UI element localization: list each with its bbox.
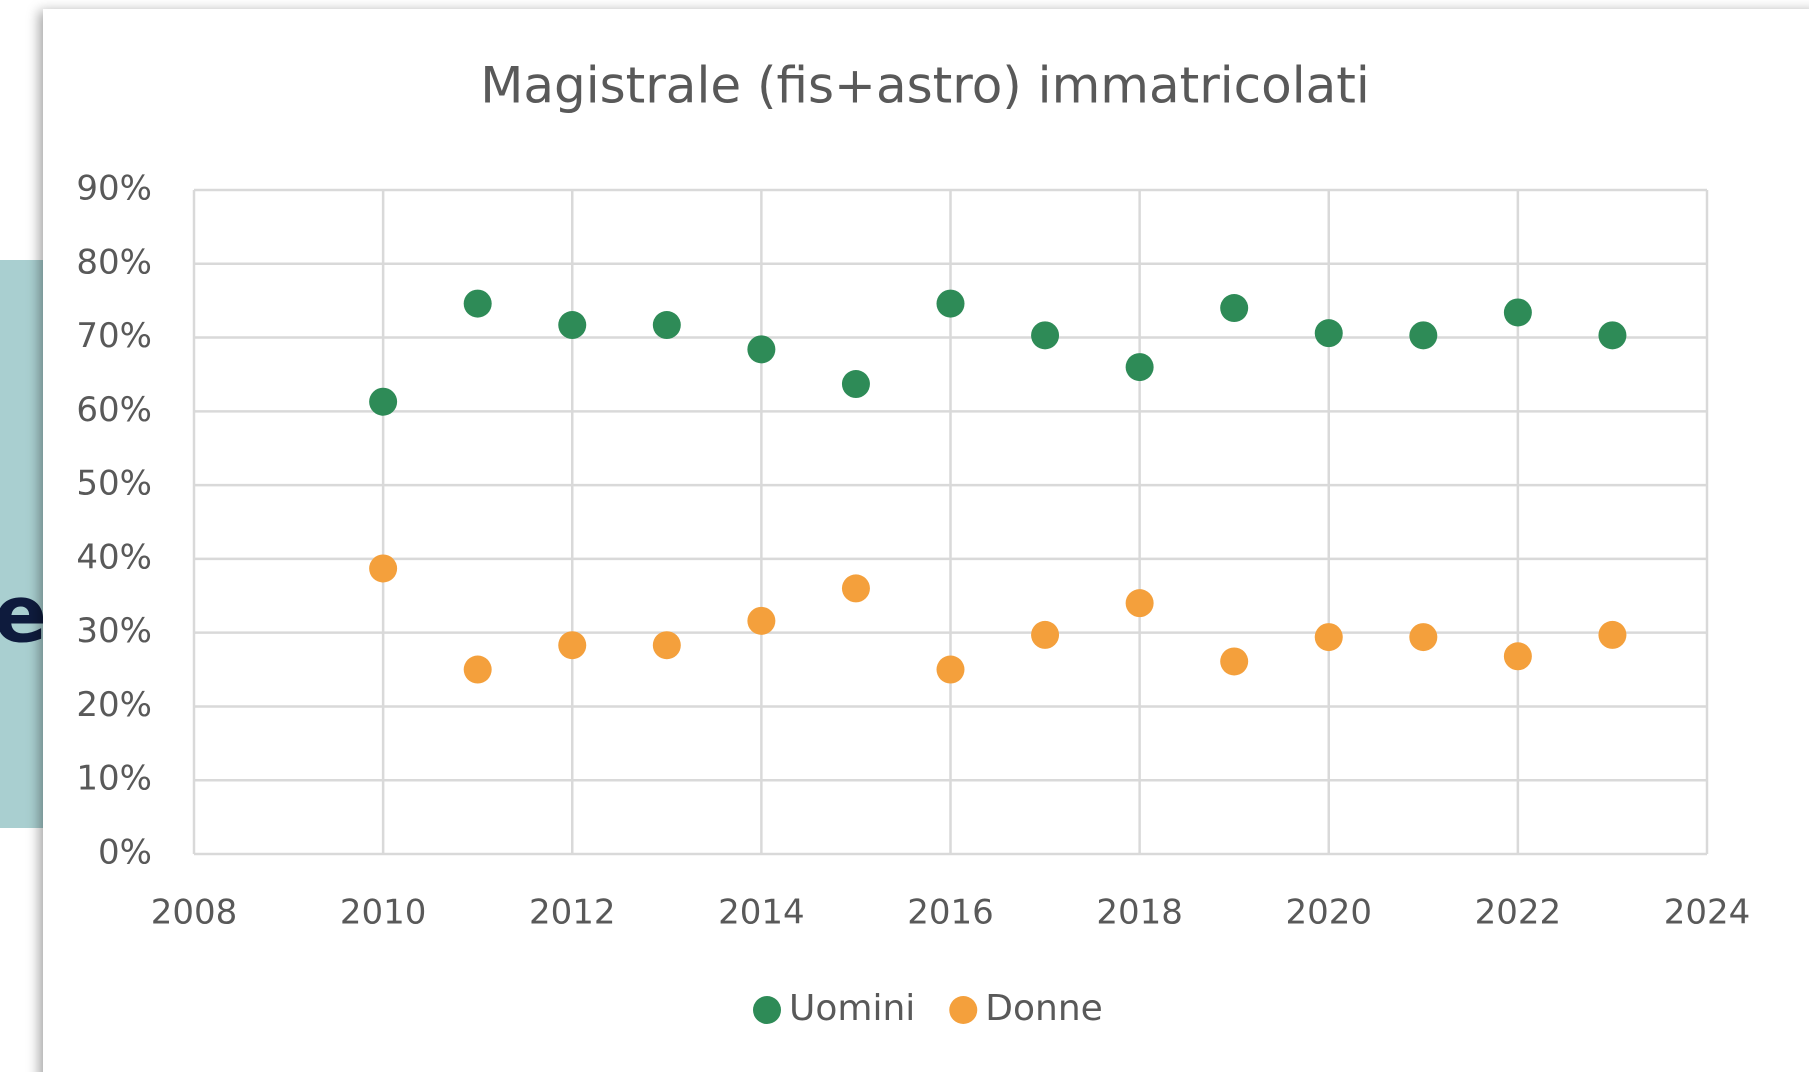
x-tick-label: 2024	[1664, 893, 1751, 933]
point	[463, 655, 492, 684]
y-tick-label: 60%	[76, 390, 152, 430]
y-tick-label: 80%	[76, 242, 152, 282]
point	[1503, 642, 1532, 671]
point	[1409, 623, 1438, 652]
point	[652, 631, 681, 660]
x-tick-label: 2020	[1285, 893, 1372, 933]
point	[1314, 319, 1343, 348]
background-text: e	[0, 570, 47, 660]
chart-card	[43, 9, 1809, 1072]
point	[747, 606, 776, 635]
y-tick-label: 20%	[76, 685, 152, 725]
y-tick-label: 10%	[76, 759, 152, 799]
point	[841, 574, 870, 603]
y-tick-label: 0%	[98, 833, 152, 873]
x-tick-label: 2016	[907, 893, 994, 933]
point	[652, 311, 681, 340]
point	[1503, 298, 1532, 327]
y-tick-label: 90%	[76, 169, 152, 209]
y-tick-label: 30%	[76, 611, 152, 651]
point	[463, 289, 492, 318]
y-tick-label: 50%	[76, 464, 152, 504]
x-tick-label: 2012	[529, 893, 616, 933]
point	[1220, 647, 1249, 676]
point	[558, 631, 587, 660]
point	[936, 655, 965, 684]
x-tick-label: 2022	[1475, 893, 1562, 933]
point	[1125, 589, 1154, 618]
legend-marker	[949, 996, 978, 1024]
legend-label: Donne	[985, 988, 1103, 1029]
point	[558, 311, 587, 340]
point	[841, 370, 870, 399]
y-tick-label: 70%	[76, 316, 152, 356]
point	[1031, 321, 1060, 350]
point	[1220, 294, 1249, 323]
point	[1125, 353, 1154, 382]
chart-title: Magistrale (fis+astro) immatricolati	[480, 57, 1370, 115]
point	[369, 554, 398, 583]
x-tick-label: 2018	[1096, 893, 1183, 933]
point	[1598, 321, 1627, 350]
legend-marker	[753, 996, 781, 1024]
x-tick-label: 2008	[151, 893, 238, 933]
x-tick-label: 2010	[340, 893, 427, 933]
point	[936, 289, 965, 318]
point	[1314, 623, 1343, 652]
point	[1409, 321, 1438, 350]
legend-label: Uomini	[789, 988, 915, 1029]
x-tick-label: 2014	[718, 893, 805, 933]
y-tick-label: 40%	[76, 537, 152, 577]
point	[747, 335, 776, 364]
point	[369, 387, 398, 416]
point	[1031, 620, 1060, 649]
point	[1598, 620, 1627, 649]
